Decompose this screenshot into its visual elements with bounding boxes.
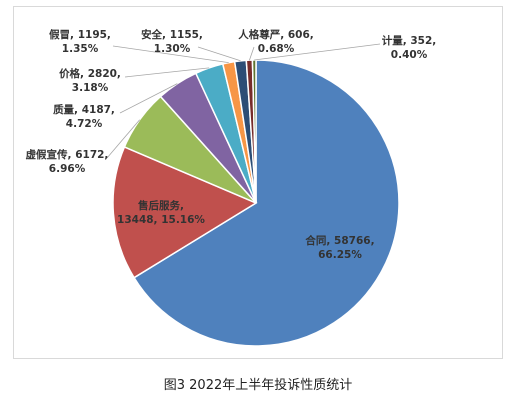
leader-line [106,119,141,159]
leader-line [249,46,255,61]
pie-slice [112,145,258,279]
data-label: 质量, 4187, 4.72% [53,103,115,130]
data-labels: 合同, 58766, 66.25% 售后服务, 13448, 15.16% 虚假宣传, … [26,28,437,261]
data-label: 价格, 2820, 3.18% [59,67,121,94]
data-label: 计量, 352, 0.40% [382,34,437,61]
data-label: 虚假宣传, 6172, 6.96% [26,148,109,175]
leader-line [112,45,229,63]
data-label: 合同, 58766, 66.25% [304,234,374,261]
leader-line [119,83,178,114]
data-label: 人格尊严, 606, 0.68% [238,28,314,55]
leader-line [124,67,210,78]
leader-lines [106,43,381,159]
pie-slice [133,59,400,347]
data-label: 假冒, 1195, 1.35% [49,28,111,55]
data-label: 售后服务, 13448, 15.16% [117,199,205,226]
leader-line [254,43,381,61]
leader-line [197,46,241,62]
figure-caption: 图3 2022年上半年投诉性质统计 [163,378,353,393]
data-label: 安全, 1155, 1.30% [141,28,203,55]
